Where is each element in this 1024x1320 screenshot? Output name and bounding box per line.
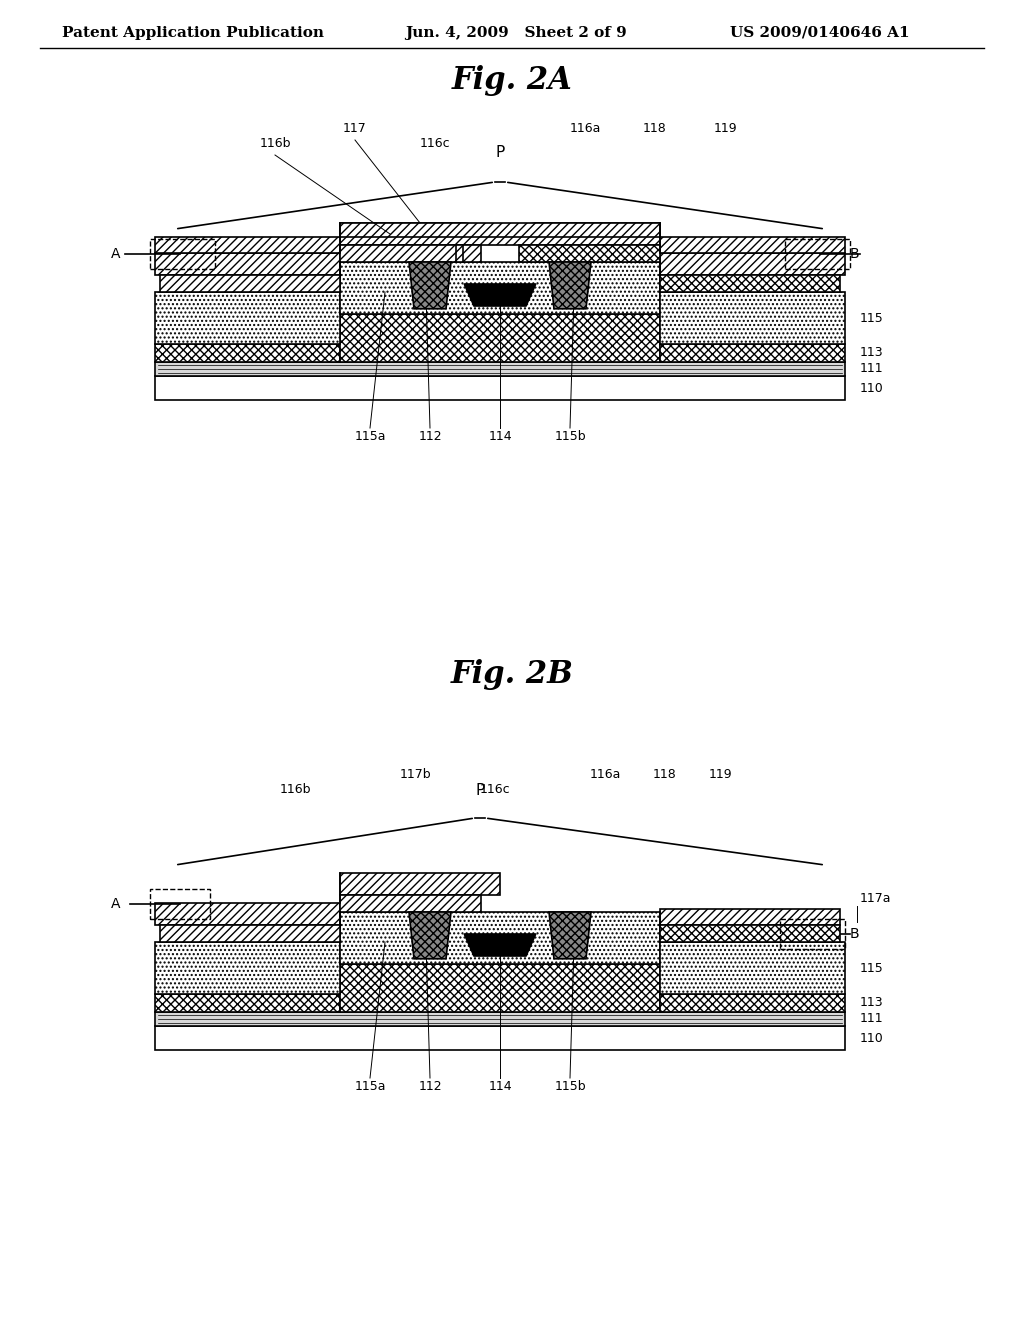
Bar	[340, 964, 660, 1012]
Text: 111: 111	[860, 1012, 884, 1026]
Bar	[155, 362, 845, 376]
Bar	[660, 292, 845, 345]
Bar	[155, 1026, 845, 1049]
Bar	[780, 919, 845, 949]
Polygon shape	[160, 895, 481, 942]
Bar	[155, 345, 340, 362]
Text: 119: 119	[709, 768, 732, 781]
Bar	[155, 376, 845, 400]
Polygon shape	[464, 935, 536, 956]
Text: 115b: 115b	[554, 1080, 586, 1093]
Bar	[660, 345, 845, 362]
Bar	[456, 246, 463, 261]
Text: 113: 113	[860, 997, 884, 1010]
Text: 116c: 116c	[479, 783, 510, 796]
Text: Fig. 2A: Fig. 2A	[452, 65, 572, 95]
Bar	[660, 994, 845, 1012]
Bar	[660, 925, 840, 942]
Text: 116b: 116b	[280, 783, 310, 796]
Polygon shape	[340, 873, 500, 895]
Text: 112: 112	[418, 1080, 441, 1093]
Bar	[340, 261, 660, 314]
Text: B: B	[850, 247, 859, 260]
Polygon shape	[340, 223, 660, 246]
Text: 112: 112	[418, 430, 441, 444]
Polygon shape	[464, 284, 536, 306]
Polygon shape	[409, 261, 451, 309]
Text: P: P	[475, 783, 484, 799]
Text: 118: 118	[653, 768, 677, 781]
Polygon shape	[549, 261, 591, 309]
Text: 115a: 115a	[354, 430, 386, 444]
Text: 116b: 116b	[259, 137, 291, 150]
Text: 116a: 116a	[590, 768, 621, 781]
Text: 110: 110	[860, 1031, 884, 1044]
Bar	[155, 292, 340, 345]
Text: 117: 117	[343, 121, 367, 135]
Polygon shape	[409, 912, 451, 958]
Text: 115: 115	[860, 961, 884, 974]
Text: 117a: 117a	[860, 892, 892, 906]
Bar	[155, 903, 340, 925]
Text: 113: 113	[860, 346, 884, 359]
Text: 118: 118	[643, 121, 667, 135]
Text: 111: 111	[860, 363, 884, 375]
Text: Jun. 4, 2009   Sheet 2 of 9: Jun. 4, 2009 Sheet 2 of 9	[406, 26, 627, 40]
Text: 114: 114	[488, 430, 512, 444]
Polygon shape	[155, 223, 845, 253]
Bar	[155, 994, 340, 1012]
Bar	[660, 253, 845, 275]
Text: 116c: 116c	[420, 137, 451, 150]
Text: 115b: 115b	[554, 430, 586, 444]
Text: 115: 115	[860, 312, 884, 325]
Text: B: B	[850, 927, 859, 940]
Text: US 2009/0140646 A1: US 2009/0140646 A1	[730, 26, 909, 40]
Polygon shape	[519, 246, 840, 292]
Text: 115a: 115a	[354, 1080, 386, 1093]
Text: 114: 114	[488, 1080, 512, 1093]
Bar	[155, 253, 340, 275]
Text: 117b: 117b	[399, 768, 431, 781]
Text: P: P	[496, 145, 505, 160]
Text: Patent Application Publication: Patent Application Publication	[62, 26, 324, 40]
Bar	[340, 912, 660, 964]
Bar	[340, 314, 660, 362]
Bar	[785, 239, 850, 268]
Bar	[150, 239, 215, 268]
Text: 116a: 116a	[569, 121, 601, 135]
Bar	[150, 888, 210, 919]
Text: A: A	[111, 896, 120, 911]
Polygon shape	[660, 909, 840, 925]
Text: A: A	[111, 247, 120, 260]
Polygon shape	[549, 912, 591, 958]
Text: 110: 110	[860, 381, 884, 395]
Text: Fig. 2B: Fig. 2B	[451, 660, 573, 690]
Bar	[155, 942, 340, 994]
Bar	[660, 942, 845, 994]
Bar	[155, 1012, 845, 1026]
Polygon shape	[160, 246, 481, 292]
Text: 119: 119	[713, 121, 737, 135]
